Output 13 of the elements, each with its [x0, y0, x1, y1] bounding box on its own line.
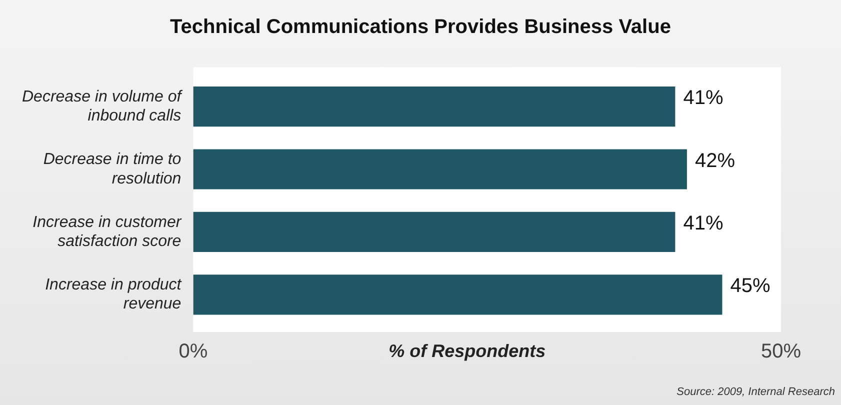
source-note: Source: 2009, Internal Research	[676, 386, 835, 398]
y-tick-label: Increase in customer satisfaction score	[32, 214, 182, 250]
data-label: 45%	[730, 275, 770, 298]
data-label: 41%	[683, 212, 724, 234]
data-label: 42%	[694, 150, 736, 172]
x-tick-label: 50%	[760, 340, 802, 363]
chart-title: Technical Communications Provides Business Value	[169, 16, 672, 39]
data-label: 41%	[683, 87, 724, 110]
y-tick-label: Decrease in time to resolution	[43, 151, 182, 188]
y-tick-label: Increase in product revenue	[45, 276, 182, 313]
x-axis-title: % of Respondents	[388, 340, 546, 361]
y-tick-label: Decrease in volume of inbound calls	[22, 88, 183, 125]
x-tick-label: 0%	[178, 340, 208, 363]
